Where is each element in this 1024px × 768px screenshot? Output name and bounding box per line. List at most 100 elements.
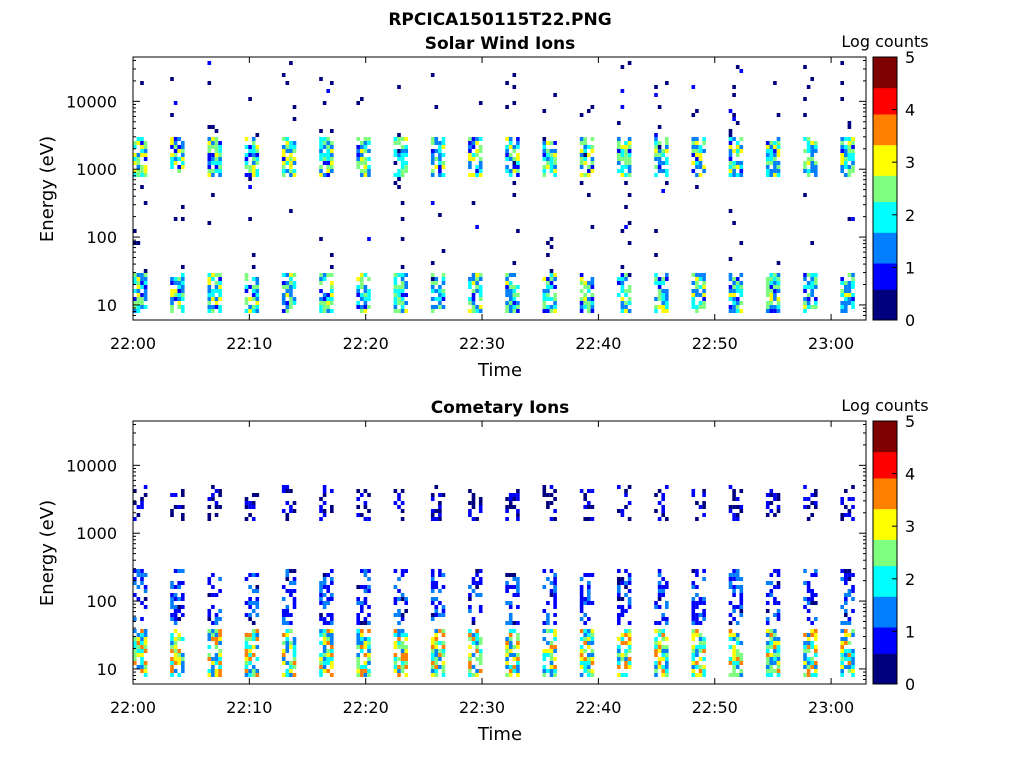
heatmap-cell — [292, 141, 297, 145]
heatmap-cell — [691, 297, 696, 301]
heatmap-cell — [620, 513, 625, 517]
heatmap-cell — [363, 669, 368, 673]
heatmap-cell — [553, 489, 557, 493]
heatmap-cell — [735, 657, 740, 661]
heatmap-cell — [244, 277, 249, 281]
heatmap-cell — [620, 653, 625, 657]
heatmap-cell — [702, 665, 706, 669]
heatmap-cell — [773, 149, 777, 153]
heatmap-cell — [136, 165, 141, 169]
heatmap-cell — [393, 309, 398, 313]
colorbar-segment — [873, 293, 897, 299]
heatmap-cell — [542, 297, 547, 301]
heatmap-cell — [620, 613, 625, 617]
heatmap-cell — [549, 589, 554, 593]
heatmap-cell — [136, 653, 141, 657]
colorbar-segment — [873, 587, 897, 593]
heatmap-cell — [363, 297, 368, 301]
heatmap-cell — [665, 605, 669, 609]
heatmap-cell — [330, 505, 334, 509]
heatmap-cell — [735, 621, 740, 625]
heatmap-cell — [765, 645, 770, 649]
heatmap-cell — [248, 637, 252, 641]
heatmap-cell — [702, 301, 706, 305]
heatmap-cell — [583, 173, 587, 177]
heatmap-cell — [468, 593, 472, 597]
colorbar-segment — [873, 170, 897, 176]
heatmap-cell — [356, 629, 360, 633]
heatmap-cell — [397, 637, 401, 641]
heatmap-cell — [177, 649, 181, 653]
heatmap-cell — [702, 601, 706, 605]
heatmap-cell — [698, 149, 703, 153]
heatmap-cell — [170, 601, 174, 605]
heatmap-cell — [583, 641, 587, 645]
heatmap-cell — [654, 229, 658, 233]
heatmap-cell — [441, 141, 446, 145]
heatmap-cell — [508, 621, 513, 625]
heatmap-cell — [400, 661, 405, 665]
heatmap-cell — [136, 285, 141, 289]
heatmap-cell — [732, 301, 736, 305]
heatmap-cell — [289, 661, 293, 665]
heatmap-cell — [441, 173, 446, 177]
heatmap-cell — [583, 293, 587, 297]
heatmap-cell — [776, 497, 781, 501]
heatmap-cell — [133, 173, 137, 177]
heatmap-cell — [505, 145, 509, 149]
heatmap-cell — [214, 505, 219, 509]
heatmap-cell — [620, 169, 625, 173]
heatmap-cell — [657, 589, 662, 593]
heatmap-cell — [769, 289, 774, 293]
heatmap-cell — [553, 165, 557, 169]
heatmap-cell — [691, 601, 696, 605]
colorbar-segment — [873, 425, 897, 431]
heatmap-cell — [292, 657, 297, 661]
heatmap-cell — [844, 293, 848, 297]
heatmap-cell — [404, 137, 408, 141]
heatmap-cell — [173, 637, 178, 641]
heatmap-cell — [430, 669, 435, 673]
heatmap-cell — [400, 653, 405, 657]
heatmap-cell — [773, 641, 777, 645]
heatmap-cell — [140, 497, 144, 501]
heatmap-cell — [285, 673, 290, 677]
heatmap-cell — [844, 629, 848, 633]
heatmap-cell — [404, 661, 408, 665]
heatmap-cell — [434, 641, 439, 645]
heatmap-cell — [319, 273, 323, 277]
heatmap-cell — [181, 289, 185, 293]
heatmap-cell — [620, 105, 625, 109]
heatmap-cell — [587, 505, 591, 509]
heatmap-cell — [553, 581, 557, 585]
heatmap-cell — [627, 193, 632, 197]
heatmap-cell — [363, 157, 368, 161]
heatmap-cell — [181, 165, 185, 169]
heatmap-cell — [326, 657, 330, 661]
heatmap-cell — [285, 513, 290, 517]
heatmap-cell — [583, 297, 587, 301]
heatmap-cell — [549, 141, 554, 145]
heatmap-cell — [810, 501, 814, 505]
heatmap-cell — [285, 161, 290, 165]
heatmap-cell — [546, 141, 550, 145]
heatmap-cell — [285, 289, 290, 293]
heatmap-cell — [728, 145, 733, 149]
heatmap-cell — [292, 105, 297, 109]
heatmap-cell — [773, 661, 777, 665]
heatmap-cell — [281, 293, 286, 297]
heatmap-cell — [471, 153, 476, 157]
heatmap-cell — [691, 629, 696, 633]
heatmap-cell — [542, 649, 547, 653]
heatmap-cell — [211, 277, 215, 281]
heatmap-cell — [319, 149, 323, 153]
heatmap-cell — [579, 301, 584, 305]
heatmap-cell — [508, 309, 513, 313]
heatmap-cell — [844, 505, 848, 509]
heatmap-cell — [617, 653, 621, 657]
heatmap-cell — [251, 517, 256, 521]
colorbar-segment — [873, 482, 897, 488]
heatmap-cell — [542, 173, 547, 177]
heatmap-cell — [285, 605, 290, 609]
heatmap-cell — [255, 493, 260, 497]
